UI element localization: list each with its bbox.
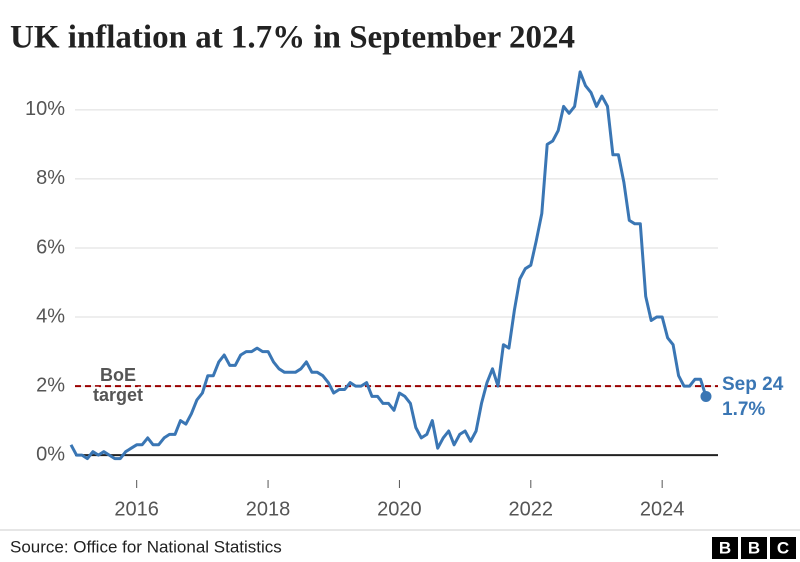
y-tick-label: 0% <box>36 443 65 465</box>
y-tick-label: 8% <box>36 167 65 189</box>
x-tick-label: 2018 <box>246 498 291 520</box>
source: Source: Office for National Statistics <box>10 537 282 556</box>
x-tick-label: 2022 <box>509 498 554 520</box>
x-tick-label: 2024 <box>640 498 685 520</box>
y-tick-label: 10% <box>25 98 65 120</box>
target-label: target <box>93 385 143 405</box>
logo-letter: B <box>748 538 760 557</box>
series-line <box>69 70 708 461</box>
end-dot <box>700 390 712 402</box>
y-tick-label: 6% <box>36 236 65 258</box>
logo-box <box>712 537 738 559</box>
end-value-label: 1.7% <box>722 399 765 420</box>
y-tick-label: 2% <box>36 374 65 396</box>
y-tick-label: 4% <box>36 305 65 327</box>
end-label: Sep 24 <box>722 374 784 395</box>
logo-box <box>770 537 796 559</box>
x-tick-label: 2016 <box>114 498 159 520</box>
logo-letter: B <box>719 538 731 557</box>
logo-letter: C <box>777 538 789 557</box>
chart-title: UK inflation at 1.7% in September 2024 <box>10 20 575 56</box>
logo-box <box>741 537 767 559</box>
x-tick-label: 2020 <box>377 498 422 520</box>
target-label: BoE <box>100 365 136 385</box>
